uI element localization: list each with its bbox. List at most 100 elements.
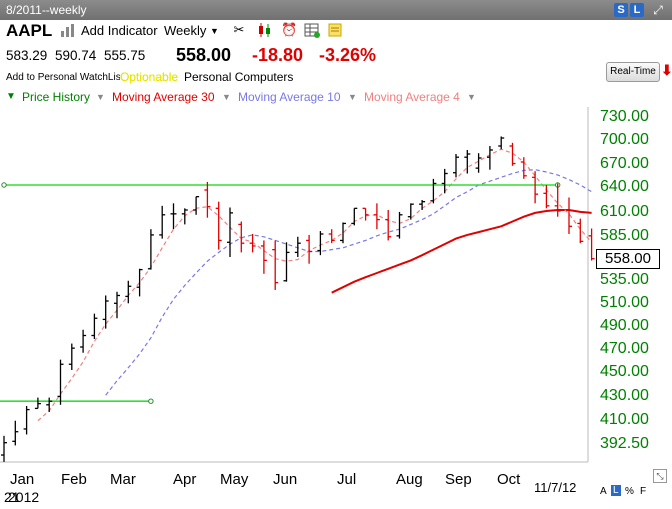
ma-line [331, 209, 592, 294]
notes-icon[interactable] [327, 22, 343, 38]
optionable-link[interactable]: Optionable [120, 70, 179, 84]
price-change-pct: -3.26% [319, 45, 377, 65]
scale-f-button[interactable]: F [640, 486, 647, 497]
ohlc-bar [46, 397, 53, 412]
add-indicator-button[interactable]: Add Indicator [81, 23, 158, 38]
y-tick-label: 450.00 [600, 363, 649, 380]
ohlc-bar [407, 203, 414, 220]
ohlc-bars [1, 136, 595, 462]
add-to-watchlist-link[interactable]: Add to Personal WatchList [6, 72, 124, 83]
y-tick-label: 490.00 [600, 317, 649, 334]
x-tick-label: Sep [445, 471, 472, 488]
x-axis: Jan Feb Mar Apr May Jun Jul Aug Sep Oct [10, 471, 521, 488]
ohlc-bar [430, 178, 437, 204]
ohlc-bar [453, 154, 459, 178]
ma-line [105, 169, 592, 396]
ohlc-bar [520, 157, 527, 179]
high-price: 590.74 [55, 48, 97, 63]
expand-icon[interactable]: ⤢ [653, 3, 663, 17]
y-tick-label: 730.00 [600, 108, 649, 125]
ohlc-bar [577, 218, 584, 244]
chart-bars-icon[interactable] [60, 22, 76, 38]
price-change: -18.80 [252, 45, 304, 65]
ohlc-bar [80, 329, 87, 353]
ohlc-bar [170, 203, 177, 230]
ohlc-bar [283, 242, 290, 282]
industry-link[interactable]: Personal Computers [184, 70, 294, 84]
x-tick-label: Jun [273, 471, 297, 488]
ohlc-bar [193, 196, 200, 215]
y-tick-label: 610.00 [600, 203, 649, 220]
tools-icon[interactable]: ✂ [233, 22, 245, 37]
trendline-handle [148, 398, 154, 404]
scale-log-button[interactable]: L [611, 485, 621, 496]
ohlc-bar [486, 146, 493, 170]
candlestick-icon[interactable] [257, 22, 273, 38]
period-select[interactable]: Weekly [164, 23, 207, 38]
trendline-handle [1, 182, 7, 188]
ohlc-bar [147, 229, 154, 270]
y-tick-label: 585.00 [600, 227, 649, 244]
alarm-clock-icon[interactable]: ⏰ [281, 22, 298, 37]
ohlc-bar [385, 210, 392, 241]
x-tick-label: Oct [497, 471, 521, 488]
chevron-down-icon[interactable]: ▼ [96, 92, 105, 102]
chevron-down-icon[interactable]: ▼ [467, 92, 476, 102]
legend-price-history[interactable]: Price History [22, 90, 91, 104]
x-tick-label: Jul [337, 471, 356, 488]
x-tick-label: Aug [396, 471, 423, 488]
ohlc-bar [509, 142, 516, 166]
legend-caret-icon[interactable]: ▼ [6, 91, 16, 102]
ohlc-bar [114, 291, 120, 319]
y-tick-label: 700.00 [600, 131, 649, 148]
l-badge[interactable]: L [630, 3, 644, 17]
ohlc-bar [215, 201, 222, 250]
window-title: 8/2011--weekly [6, 3, 87, 17]
trendlines [0, 182, 561, 404]
chevron-down-icon[interactable]: ▼ [348, 92, 357, 102]
x-tick-label: Apr [173, 471, 196, 488]
chevron-down-icon[interactable]: ▼ [210, 26, 219, 36]
ohlc-bar [373, 203, 380, 230]
ohlc-bar [588, 228, 595, 261]
resize-icon[interactable]: ⤡ [653, 469, 667, 483]
ohlc-bar [136, 268, 143, 297]
current-price-box: 558.00 [596, 249, 660, 269]
ohlc-bar [475, 153, 482, 173]
ohlc-bar [260, 240, 267, 274]
realtime-button[interactable]: Real-Time [606, 62, 660, 82]
y-tick-label: 470.00 [600, 340, 649, 357]
chart-grid [0, 107, 589, 463]
legend-ma30[interactable]: Moving Average 30 [112, 90, 215, 104]
y-tick-label: 430.00 [600, 387, 649, 404]
x-tick-label: May [220, 471, 249, 488]
quote-header: AAPL Add Indicator Weekly ▼ ✂ ⏰ 583.29 5… [0, 20, 672, 86]
open-price: 583.29 [6, 48, 48, 63]
ohlc-bar [238, 221, 245, 253]
ohlc-bar [340, 222, 346, 244]
last-price: 558.00 [176, 45, 232, 65]
symbol: AAPL [6, 21, 53, 40]
x-tick-label: Mar [110, 471, 136, 488]
chevron-down-icon[interactable]: ▼ [222, 92, 231, 102]
ohlc-bar [498, 136, 505, 150]
title-bar: 8/2011--weekly S L ⤢ [0, 0, 672, 20]
y-tick-label: 670.00 [600, 155, 649, 172]
scale-auto-button[interactable]: A [600, 486, 607, 497]
s-badge[interactable]: S [614, 3, 628, 17]
scale-pct-button[interactable]: % [625, 486, 634, 497]
ohlc-bar [181, 208, 188, 225]
y-tick-label: 410.00 [600, 411, 649, 428]
ohlc-bar [554, 183, 561, 217]
legend-ma10[interactable]: Moving Average 10 [238, 90, 341, 104]
ohlc-bar [102, 295, 109, 329]
ma-line [37, 148, 593, 422]
ohlc-bar [204, 181, 211, 218]
y-tick-label: 640.00 [600, 178, 649, 195]
ohlc-bar [159, 205, 166, 239]
legend-ma4[interactable]: Moving Average 4 [364, 90, 460, 104]
table-add-icon[interactable] [304, 22, 320, 38]
y-tick-label: 535.00 [600, 271, 649, 288]
ohlc-bar [566, 197, 572, 234]
